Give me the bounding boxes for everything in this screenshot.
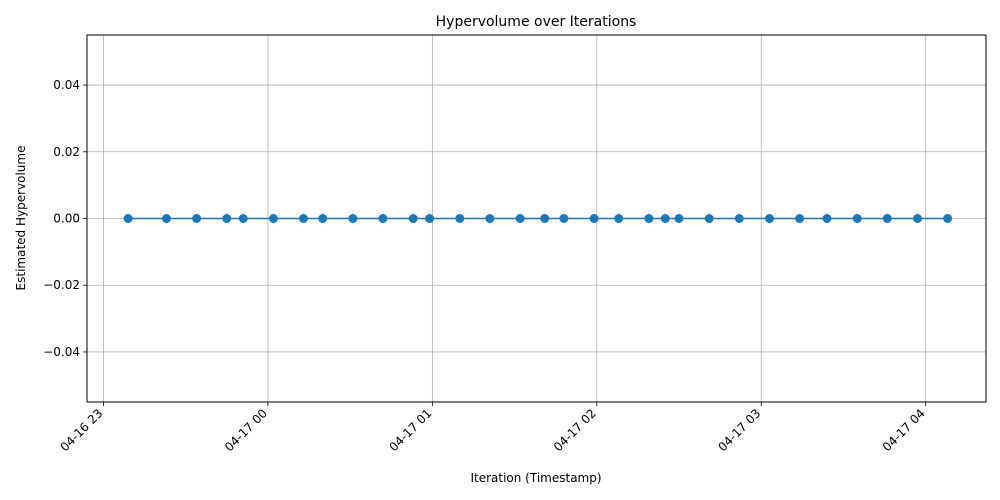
data-point [589, 214, 599, 223]
data-point [704, 214, 714, 223]
chart-title: Hypervolume over Iterations [436, 14, 637, 30]
data-point [123, 214, 133, 223]
y-tick-label: −0.04 [43, 345, 80, 359]
data-point [408, 214, 418, 223]
data-point [348, 214, 358, 223]
data-point [913, 214, 922, 223]
data-point [162, 214, 171, 223]
data-point [222, 214, 232, 223]
data-point [943, 214, 953, 223]
data-point [455, 214, 465, 223]
data-point [515, 214, 525, 223]
x-tick-label: 04-17 01 [386, 406, 434, 454]
data-point [238, 214, 248, 223]
y-tick-label: 0.04 [53, 78, 80, 92]
x-tick-label: 04-17 02 [551, 406, 599, 454]
x-axis: 04-16 23 04-17 00 04-17 01 04-17 02 04-17 03… [58, 402, 928, 454]
data-point [660, 214, 670, 223]
x-tick-label: 04-17 03 [715, 406, 763, 454]
data-point [485, 214, 495, 223]
data-point [540, 214, 550, 223]
data-point [852, 214, 862, 223]
y-tick-label: 0.00 [53, 212, 80, 226]
data-point [765, 214, 774, 223]
data-point [882, 214, 892, 223]
data-point [644, 214, 654, 223]
data-point [268, 214, 278, 223]
series-points [123, 214, 953, 223]
data-point [822, 214, 832, 223]
data-point [425, 214, 435, 223]
y-tick-label: −0.02 [43, 278, 80, 292]
y-axis-title: Estimated Hypervolume [14, 146, 28, 291]
data-point [734, 214, 744, 223]
y-axis: −0.04 −0.02 0.00 0.02 0.04 [43, 78, 87, 359]
data-point [192, 214, 202, 223]
data-point [795, 214, 805, 223]
x-axis-title: Iteration (Timestamp) [470, 471, 601, 485]
data-point [318, 214, 328, 223]
x-tick-label: 04-17 04 [880, 406, 928, 454]
x-tick-label: 04-17 00 [222, 406, 270, 454]
data-point [674, 214, 684, 223]
data-point [299, 214, 308, 223]
data-point [559, 214, 569, 223]
x-tick-label: 04-16 23 [58, 406, 106, 454]
y-tick-label: 0.02 [53, 145, 80, 159]
data-point [378, 214, 388, 223]
data-point [614, 214, 624, 223]
